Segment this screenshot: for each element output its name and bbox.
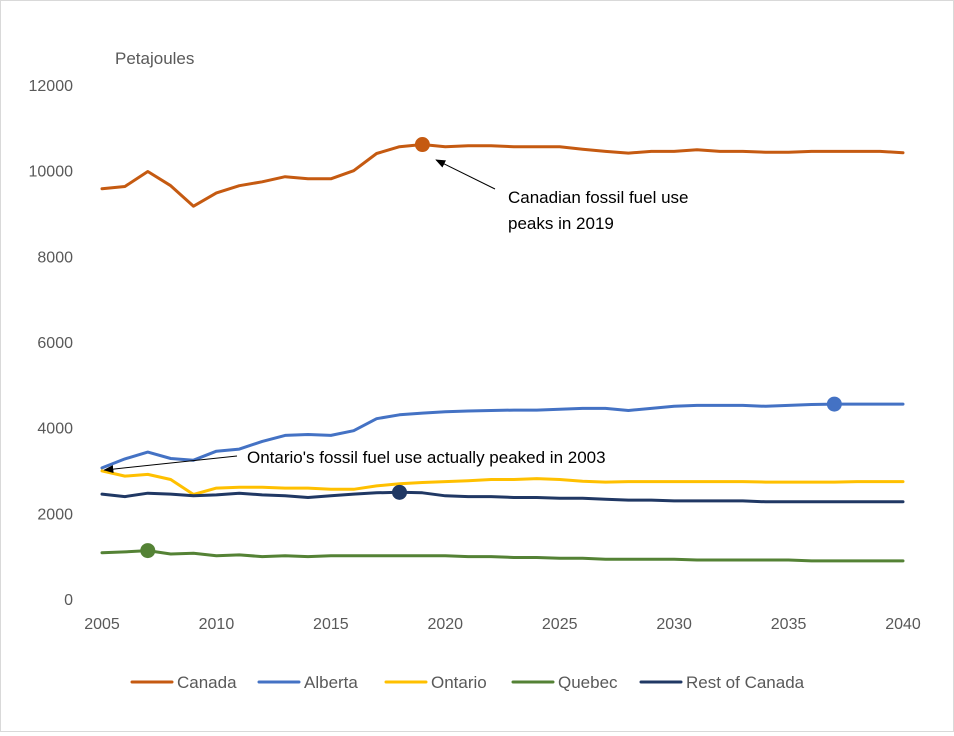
legend-label-rest-of-canada: Rest of Canada: [686, 673, 805, 692]
y-tick-label: 8000: [37, 249, 73, 266]
annotation-canada-text: peaks in 2019: [508, 214, 614, 233]
y-tick-label: 2000: [37, 506, 73, 523]
series-line-rest-of-canada: [100, 490, 905, 504]
x-tick-label: 2040: [885, 616, 921, 633]
annotations: Canadian fossil fuel use peaks in 2019 Ont…: [103, 159, 689, 474]
y-tick-label: 0: [64, 592, 73, 609]
legend-label-alberta: Alberta: [304, 673, 358, 692]
y-tick-label: 4000: [37, 421, 73, 438]
y-tick-labels: 0 2000 4000 6000 8000 10000 12000: [29, 78, 74, 609]
series-lines: [100, 143, 905, 563]
y-tick-label: 12000: [29, 78, 74, 95]
series-line-quebec: [100, 549, 905, 563]
y-axis-label: Petajoules: [115, 49, 194, 68]
legend: Canada Alberta Ontario Quebec Rest of Canada: [130, 673, 805, 692]
marker-rest-of-canada: [392, 484, 408, 500]
annotation-ontario-text: Ontario's fossil fuel use actually peake…: [247, 448, 606, 467]
marker-quebec: [140, 543, 156, 559]
y-tick-label: 10000: [29, 164, 74, 181]
annotation-canada-arrow: [435, 159, 496, 190]
series-line-alberta: [100, 402, 905, 470]
series-line-ontario: [100, 469, 905, 496]
x-tick-label: 2025: [542, 616, 578, 633]
x-tick-label: 2005: [84, 616, 120, 633]
annotation-canada-text: Canadian fossil fuel use: [508, 188, 689, 207]
legend-label-quebec: Quebec: [558, 673, 618, 692]
x-tick-label: 2020: [427, 616, 463, 633]
x-tick-label: 2010: [199, 616, 235, 633]
marker-alberta: [826, 396, 842, 412]
y-tick-label: 6000: [37, 335, 73, 352]
x-tick-label: 2030: [656, 616, 692, 633]
annotation-ontario-arrow: [103, 455, 238, 474]
marker-canada: [414, 137, 430, 153]
x-tick-label: 2035: [771, 616, 807, 633]
x-tick-labels: 2005 2010 2015 2020 2025 2030 2035 2040: [84, 616, 921, 633]
x-tick-label: 2015: [313, 616, 349, 633]
series-line-canada: [100, 143, 905, 208]
legend-label-canada: Canada: [177, 673, 237, 692]
legend-label-ontario: Ontario: [431, 673, 487, 692]
series-markers: [140, 137, 842, 559]
